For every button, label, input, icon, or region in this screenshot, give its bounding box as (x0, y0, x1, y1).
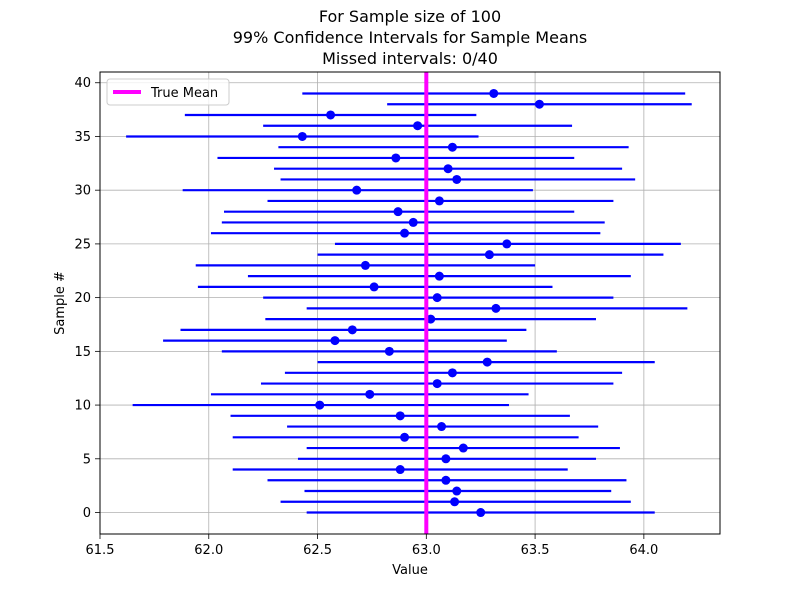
legend-label-true-mean: True Mean (150, 86, 218, 101)
sample-mean-point (434, 271, 444, 281)
sample-mean-point (365, 389, 375, 399)
sample-mean-point (395, 465, 405, 475)
legend-box (106, 78, 230, 106)
sample-mean-point (443, 164, 453, 174)
x-tick-label: 62.5 (303, 543, 332, 558)
y-tick-label: 20 (74, 291, 91, 306)
chart-title-line-1: For Sample size of 100 (319, 7, 501, 26)
sample-mean-point (352, 185, 362, 195)
sample-mean-point (395, 411, 405, 421)
sample-mean-point (484, 250, 494, 260)
sample-mean-point (326, 110, 336, 120)
sample-mean-point (347, 325, 357, 335)
sample-mean-point (476, 508, 486, 518)
chart-title-line-2: 99% Confidence Intervals for Sample Mean… (233, 28, 587, 47)
interval-series (126, 88, 692, 518)
y-tick-label: 30 (74, 184, 91, 199)
sample-mean-point (489, 88, 499, 98)
y-tick-label: 25 (74, 237, 91, 252)
sample-mean-point (400, 432, 410, 442)
plot-area-frame (99, 71, 721, 535)
y-tick-label: 0 (83, 506, 91, 521)
sample-mean-point (491, 303, 501, 313)
x-tick-label: 61.5 (86, 543, 115, 558)
sample-mean-point (432, 293, 442, 303)
sample-mean-point (297, 131, 307, 141)
sample-mean-point (393, 207, 403, 217)
y-axis-label: Sample # (53, 271, 68, 335)
x-tick-label: 64.0 (629, 543, 658, 558)
sample-mean-point (360, 260, 370, 270)
sample-mean-point (413, 121, 423, 131)
sample-mean-point (450, 497, 460, 507)
sample-mean-point (447, 142, 457, 152)
y-tick-label: 5 (83, 452, 91, 467)
grid (99, 72, 720, 534)
sample-mean-point (452, 486, 462, 496)
sample-mean-point (458, 443, 468, 453)
x-axis-ticks: 61.5 62.0 62.5 63.0 63.5 64.0 (86, 534, 658, 558)
sample-mean-point (452, 174, 462, 184)
sample-mean-point (447, 368, 457, 378)
sample-mean-point (384, 346, 394, 356)
sample-mean-point (426, 314, 436, 324)
x-axis-label: Value (392, 563, 428, 578)
sample-mean-point (437, 422, 447, 432)
sample-mean-point (369, 282, 379, 292)
y-tick-label: 40 (74, 76, 91, 91)
chart-title-line-3: Missed intervals: 0/40 (322, 49, 498, 68)
sample-mean-point (432, 379, 442, 389)
x-tick-label: 63.5 (521, 543, 550, 558)
sample-mean-point (502, 239, 512, 249)
legend: True Mean (106, 78, 230, 106)
chart-title: For Sample size of 100 99% Confidence In… (233, 7, 587, 68)
sample-mean-point (391, 153, 401, 163)
sample-mean-point (408, 217, 418, 227)
sample-mean-point (482, 357, 492, 367)
sample-mean-point (534, 99, 544, 109)
sample-mean-point (441, 475, 451, 485)
y-axis-ticks: 0 5 10 15 20 25 30 35 40 (74, 76, 100, 521)
y-tick-label: 10 (74, 399, 91, 414)
sample-mean-point (441, 454, 451, 464)
sample-mean-point (400, 228, 410, 238)
sample-mean-point (434, 196, 444, 206)
sample-mean-point (315, 400, 325, 410)
x-tick-label: 63.0 (412, 543, 441, 558)
y-tick-label: 35 (74, 130, 91, 145)
x-tick-label: 62.0 (194, 543, 223, 558)
y-tick-label: 15 (74, 345, 91, 360)
sample-mean-point (330, 336, 340, 346)
